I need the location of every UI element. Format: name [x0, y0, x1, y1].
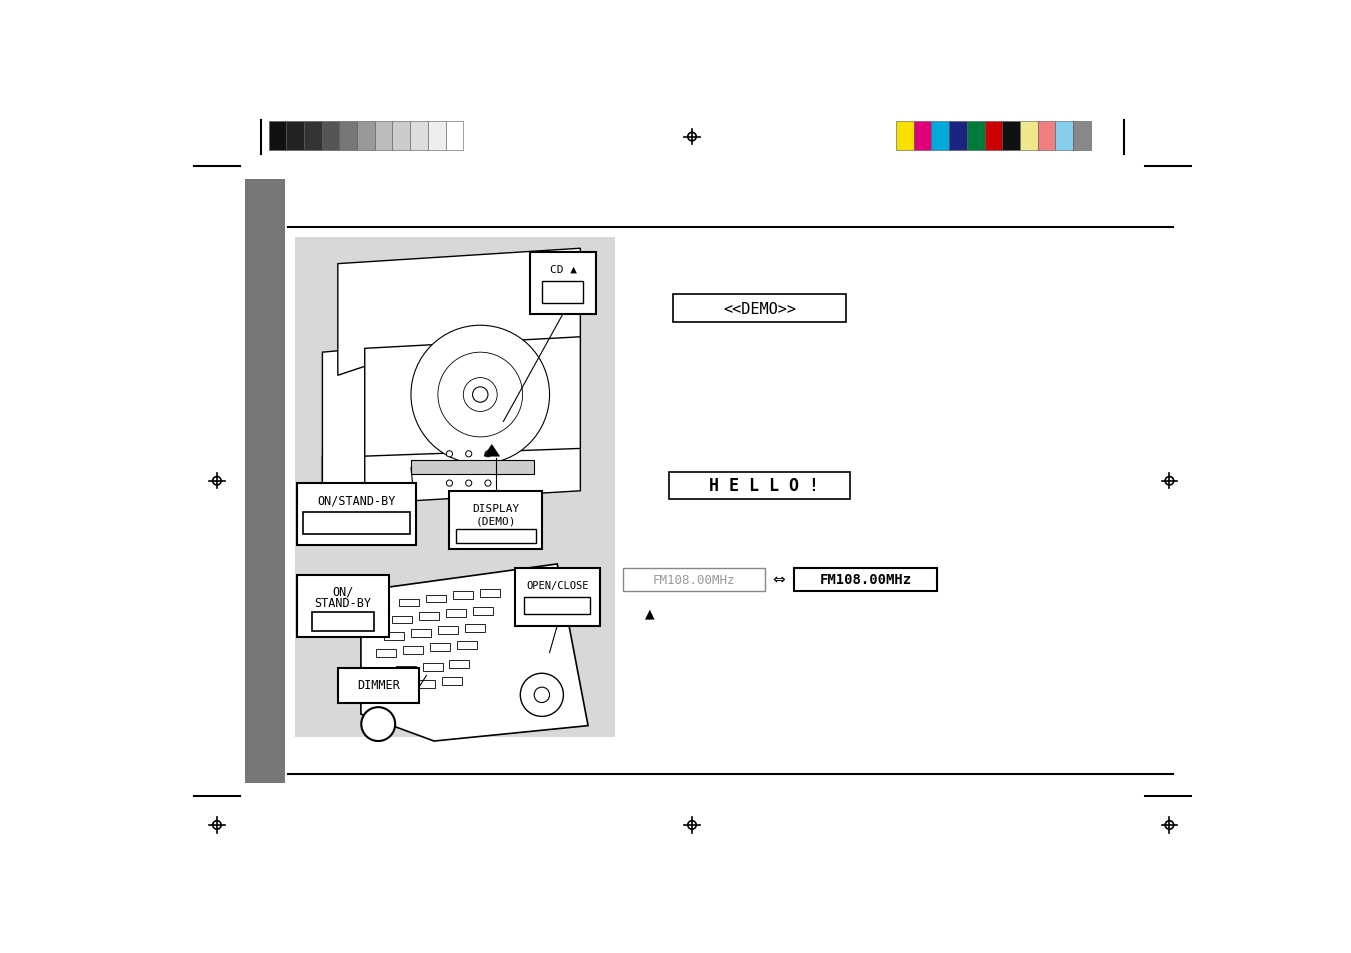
Circle shape	[473, 388, 488, 403]
Text: ⇔: ⇔	[773, 572, 785, 587]
Text: CD ▲: CD ▲	[550, 265, 577, 274]
Bar	[377, 650, 396, 658]
Bar	[388, 683, 408, 691]
Bar	[1038, 122, 1055, 152]
Bar	[430, 643, 450, 651]
Text: FM108.00MHz: FM108.00MHz	[653, 573, 735, 586]
Text: ▲: ▲	[644, 606, 654, 619]
Bar	[524, 598, 590, 615]
Bar	[457, 641, 477, 649]
Circle shape	[411, 326, 550, 464]
Bar	[400, 598, 419, 607]
Bar	[531, 253, 596, 314]
Bar	[312, 613, 374, 631]
Bar	[794, 568, 936, 591]
Bar	[396, 667, 416, 675]
Circle shape	[466, 480, 471, 487]
Bar	[403, 647, 423, 655]
Circle shape	[446, 452, 453, 457]
Bar	[673, 295, 846, 323]
Bar	[339, 122, 357, 152]
Bar	[455, 530, 536, 543]
Bar	[454, 591, 473, 598]
Bar	[438, 627, 458, 635]
Bar	[297, 483, 416, 545]
Text: (DEMO): (DEMO)	[476, 516, 516, 525]
Bar	[913, 122, 931, 152]
Bar	[450, 491, 542, 549]
Bar	[1073, 122, 1090, 152]
Text: DIMMER: DIMMER	[357, 679, 400, 692]
Bar	[322, 122, 339, 152]
Bar	[246, 180, 285, 782]
Bar	[374, 122, 393, 152]
Bar	[423, 663, 443, 671]
Bar	[357, 122, 374, 152]
Circle shape	[520, 674, 563, 717]
Bar	[442, 678, 462, 685]
Bar	[465, 624, 485, 632]
Bar	[338, 668, 419, 702]
Bar	[419, 613, 439, 620]
Bar	[428, 122, 446, 152]
Bar	[896, 122, 913, 152]
Circle shape	[463, 378, 497, 412]
Bar	[480, 590, 500, 598]
Circle shape	[485, 452, 490, 457]
Bar	[297, 576, 389, 638]
Circle shape	[361, 707, 396, 741]
Bar	[931, 122, 950, 152]
Bar	[304, 122, 322, 152]
Polygon shape	[365, 337, 581, 456]
Circle shape	[466, 452, 471, 457]
Circle shape	[534, 687, 550, 702]
Bar	[427, 595, 446, 603]
Bar	[1055, 122, 1073, 152]
Bar	[950, 122, 967, 152]
Bar	[411, 460, 534, 475]
Bar	[384, 633, 404, 640]
Bar	[411, 122, 428, 152]
Text: ON/: ON/	[332, 585, 354, 598]
Bar	[286, 122, 304, 152]
Text: OPEN/CLOSE: OPEN/CLOSE	[526, 580, 589, 590]
Text: FM108.00MHz: FM108.00MHz	[820, 573, 912, 587]
Text: ON/STAND-BY: ON/STAND-BY	[317, 494, 396, 507]
Bar	[967, 122, 985, 152]
Bar	[393, 122, 411, 152]
Text: H E L L O !: H E L L O !	[700, 476, 819, 495]
Polygon shape	[361, 564, 588, 741]
Polygon shape	[323, 445, 581, 507]
Bar	[985, 122, 1002, 152]
Bar	[1002, 122, 1020, 152]
Bar	[411, 630, 431, 638]
Bar	[415, 680, 435, 688]
Polygon shape	[338, 249, 581, 375]
Bar	[269, 122, 286, 152]
Bar	[303, 513, 411, 535]
Polygon shape	[484, 445, 500, 456]
Bar	[669, 472, 850, 499]
Circle shape	[438, 353, 523, 437]
Polygon shape	[323, 349, 365, 507]
Bar	[515, 568, 600, 626]
Bar	[446, 610, 466, 618]
Bar	[623, 568, 765, 591]
Text: STAND-BY: STAND-BY	[315, 597, 372, 609]
Bar	[473, 607, 493, 615]
Bar	[542, 282, 584, 304]
Bar	[296, 237, 615, 738]
Bar	[1020, 122, 1038, 152]
Text: DISPLAY: DISPLAY	[471, 503, 519, 513]
Bar	[392, 616, 412, 623]
Circle shape	[485, 480, 490, 487]
Bar	[446, 122, 463, 152]
Bar	[450, 660, 470, 668]
Circle shape	[446, 480, 453, 487]
Text: <<DEMO>>: <<DEMO>>	[723, 301, 796, 316]
